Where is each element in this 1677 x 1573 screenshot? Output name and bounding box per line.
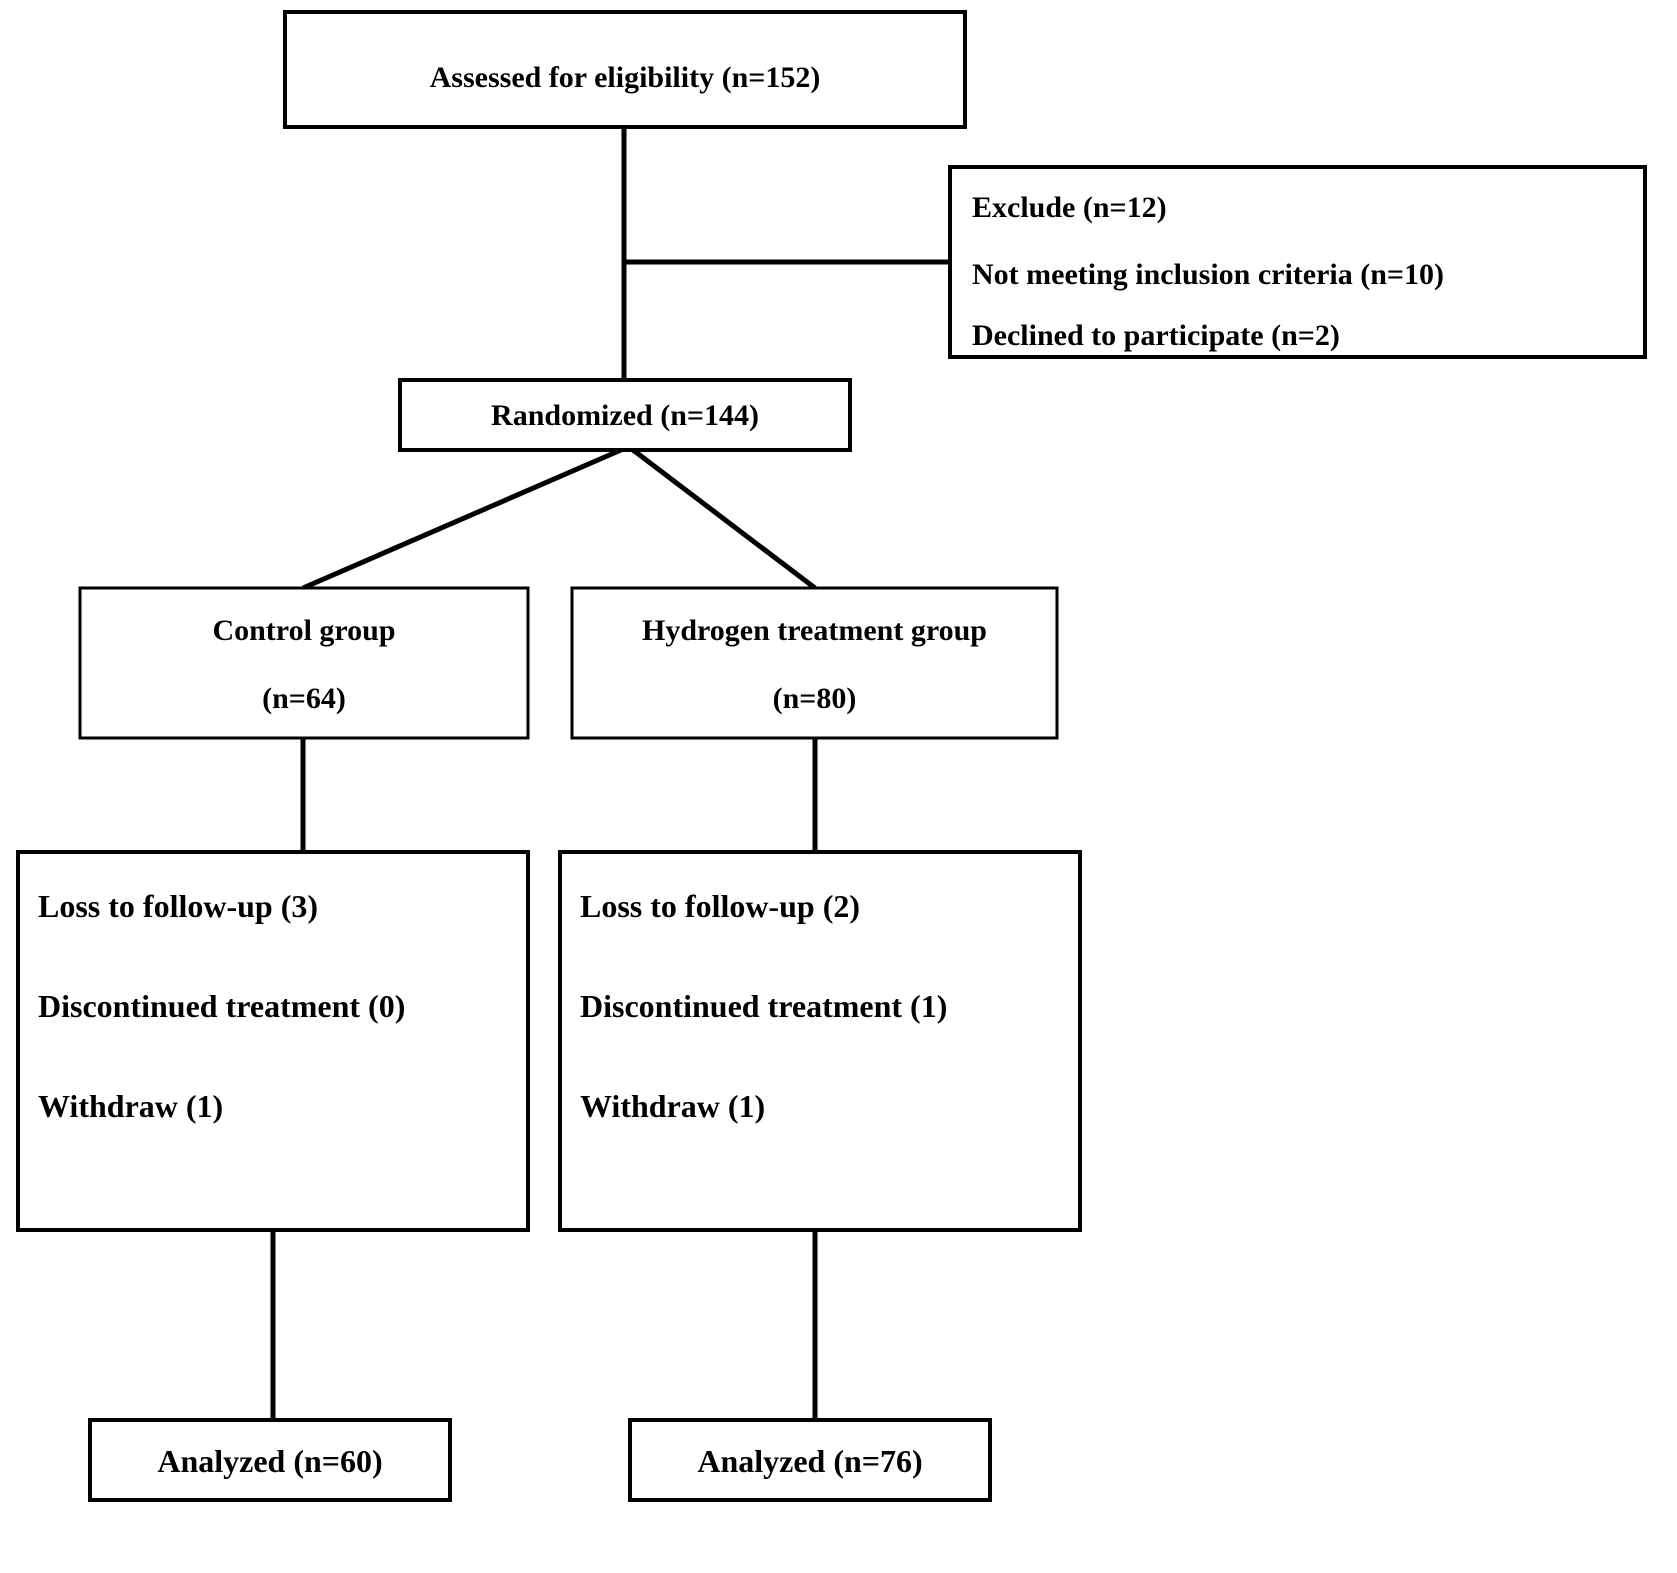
node-h2_grp-label: Hydrogen treatment group xyxy=(642,614,987,647)
node-h2_fu: Loss to follow-up (2) Discontinued treatm… xyxy=(560,852,1080,1230)
node-h2_fu-label: Withdraw (1) xyxy=(580,1088,765,1124)
node-control_fu-label: Discontinued treatment (0) xyxy=(38,988,405,1024)
node-control_fu: Loss to follow-up (3) Discontinued treatm… xyxy=(18,852,528,1230)
nodes: Assessed for eligibility (n=152) Exclude … xyxy=(18,12,1645,1500)
node-exclude-label: Declined to participate (n=2) xyxy=(972,319,1340,352)
node-control_grp: Control group (n=64) xyxy=(80,588,528,738)
node-assessed: Assessed for eligibility (n=152) xyxy=(285,12,965,127)
node-control_fu-label: Withdraw (1) xyxy=(38,1088,223,1124)
node-h2_grp: Hydrogen treatment group (n=80) xyxy=(572,588,1057,738)
node-assessed-label: Assessed for eligibility (n=152) xyxy=(430,61,821,94)
node-h2_grp-box xyxy=(572,588,1057,738)
node-h2_an-label: Analyzed (n=76) xyxy=(697,1443,922,1479)
consort-flowchart: Assessed for eligibility (n=152) Exclude … xyxy=(0,0,1677,1573)
node-h2_fu-label: Loss to follow-up (2) xyxy=(580,888,860,924)
node-exclude-label: Not meeting inclusion criteria (n=10) xyxy=(972,258,1444,291)
node-control_fu-label: Loss to follow-up (3) xyxy=(38,888,318,924)
node-control_an: Analyzed (n=60) xyxy=(90,1420,450,1500)
node-control_grp-label: (n=64) xyxy=(262,682,346,715)
node-randomized-label: Randomized (n=144) xyxy=(491,399,759,432)
node-control_grp-box xyxy=(80,588,528,738)
node-control_grp-label: Control group xyxy=(212,614,395,647)
node-exclude: Exclude (n=12) Not meeting inclusion crit… xyxy=(950,167,1645,357)
node-h2_grp-label: (n=80) xyxy=(773,682,857,715)
node-h2_fu-label: Discontinued treatment (1) xyxy=(580,988,947,1024)
edge-randomized-h2_grp xyxy=(629,447,815,588)
edge-randomized-control_grp xyxy=(303,450,621,588)
node-control_an-label: Analyzed (n=60) xyxy=(157,1443,382,1479)
node-h2_an: Analyzed (n=76) xyxy=(630,1420,990,1500)
node-exclude-label: Exclude (n=12) xyxy=(972,191,1167,224)
node-randomized: Randomized (n=144) xyxy=(400,380,850,450)
